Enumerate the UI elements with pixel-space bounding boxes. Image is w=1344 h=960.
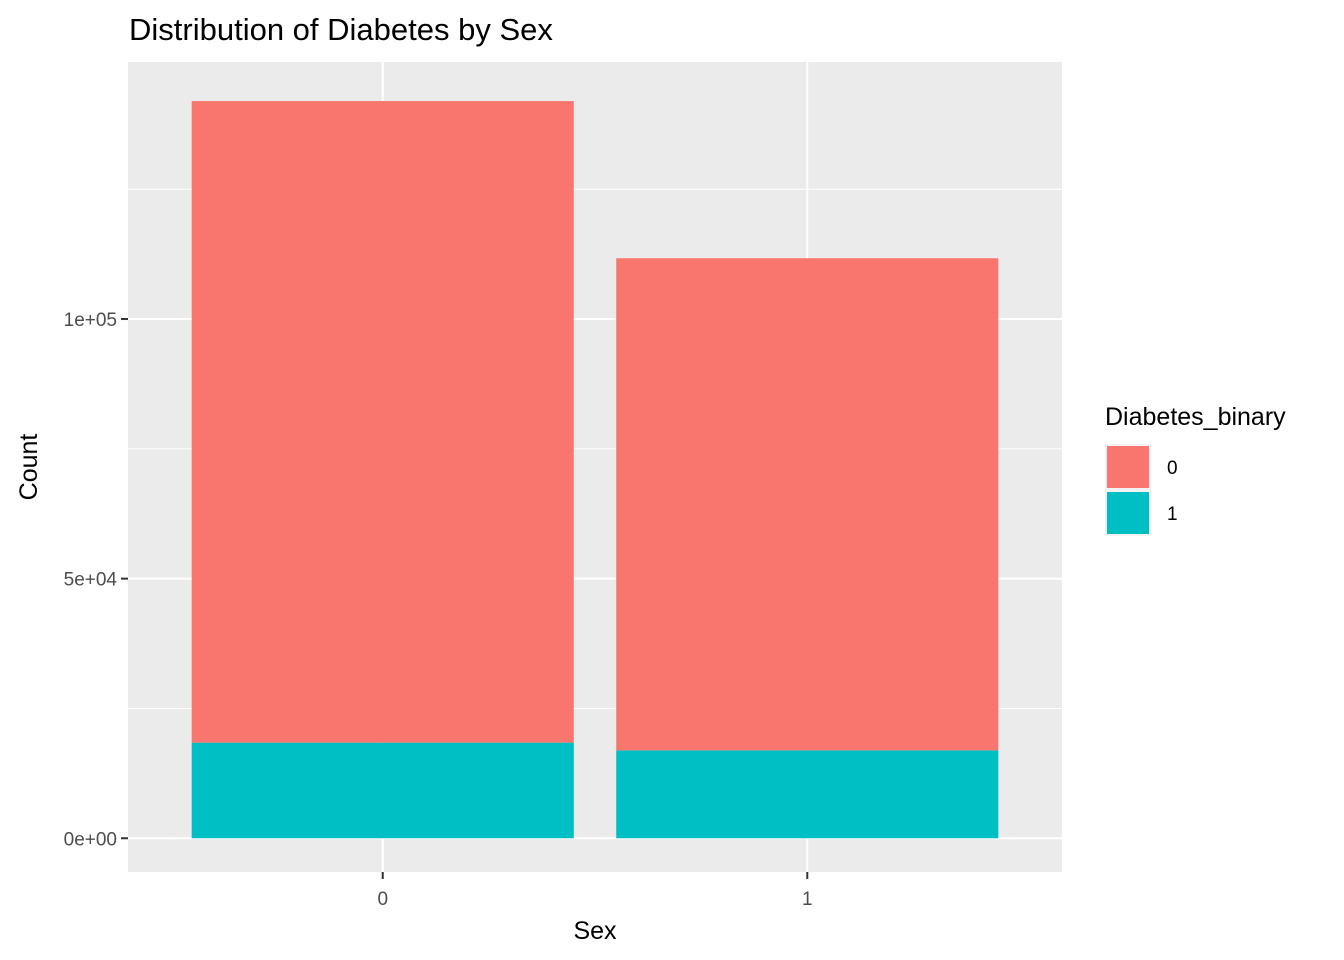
legend-label-0: 0 — [1167, 458, 1178, 479]
bar-sex-0-diabetes-0 — [191, 101, 574, 743]
legend: Diabetes_binary 0 1 — [1105, 403, 1286, 536]
y-axis-title: Count — [15, 434, 43, 501]
chart-title: Distribution of Diabetes by Sex — [129, 12, 553, 47]
legend-label-1: 1 — [1167, 504, 1178, 525]
x-tick-label-0: 0 — [377, 889, 388, 910]
legend-swatch-1 — [1107, 492, 1149, 534]
y-tick-label-0: 0e+00 — [64, 829, 117, 850]
x-axis-title: Sex — [573, 917, 617, 945]
legend-swatch-0 — [1107, 446, 1149, 488]
bar-sex-1-diabetes-1 — [616, 750, 999, 839]
y-tick-label-2: 1e+05 — [64, 310, 117, 331]
x-tick-label-1: 1 — [802, 889, 813, 910]
bar-sex-1-diabetes-0 — [616, 258, 999, 751]
bar-sex-0-diabetes-1 — [191, 742, 574, 839]
legend-title: Diabetes_binary — [1105, 403, 1286, 431]
y-axis: 0e+00 5e+04 1e+05 — [64, 310, 128, 850]
bars — [191, 101, 999, 839]
y-tick-label-1: 5e+04 — [64, 570, 118, 591]
